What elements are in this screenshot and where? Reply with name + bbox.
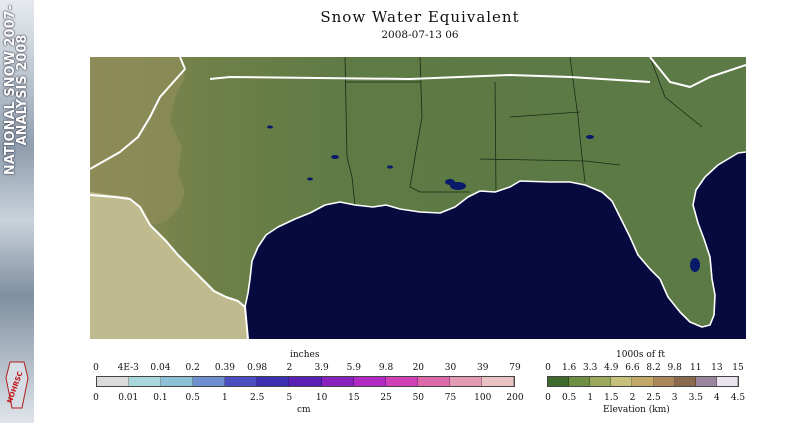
elev-bottom-unit: Elevation (km) — [603, 405, 670, 415]
swe-inch-tick: 3.9 — [314, 363, 329, 373]
swe-cm-tick: 5 — [286, 393, 293, 403]
elev-km-tick: 4.5 — [730, 393, 746, 403]
swe-inch-tick: 79 — [509, 363, 521, 373]
elev-swatch — [548, 377, 570, 386]
elev-feet-tick: 9.8 — [667, 363, 682, 373]
swe-swatch — [353, 377, 386, 386]
swe-cm-tick: 25 — [380, 393, 392, 403]
elev-feet-tick: 3.3 — [583, 363, 598, 373]
swe-top-unit: inches — [290, 350, 320, 360]
swe-cm-tick: 75 — [444, 393, 457, 403]
lakes — [267, 125, 700, 272]
elev-km-tick: 0 — [545, 393, 551, 403]
us-land — [90, 57, 746, 327]
elev-feet-tick: 15 — [732, 363, 744, 373]
swe-swatch — [257, 377, 290, 386]
swe-inch-tick: 4E-3 — [117, 363, 139, 373]
side-title-line2: ANALYSIS — [15, 75, 30, 146]
swe-cm-tick: 0.1 — [153, 393, 168, 403]
elev-swatch — [590, 377, 612, 386]
elev-km-tick: 3.5 — [688, 393, 703, 403]
west-texas-terrain — [90, 57, 185, 225]
side-banner-text: NATIONAL SNOW 2007- ANALYSIS 2008 — [3, 5, 30, 175]
elev-feet-tick: 11 — [690, 363, 702, 373]
swe-inch-tick: 0.2 — [185, 363, 200, 373]
elev-swatch — [653, 377, 675, 386]
swe-inch-tick: 39 — [477, 363, 489, 373]
elev-feet-tick: 6.6 — [625, 363, 640, 373]
swe-swatch — [481, 377, 515, 386]
elev-km-tick: 4 — [714, 393, 720, 403]
swe-swatch — [449, 377, 482, 386]
snow-map — [90, 57, 746, 339]
elev-swatch — [716, 377, 738, 386]
map-datetime: 2008-07-13 06 — [381, 29, 459, 41]
elev-swatch — [632, 377, 654, 386]
swe-swatch — [129, 377, 162, 386]
elev-feet-tick: 4.9 — [604, 363, 619, 373]
elev-swatch — [674, 377, 696, 386]
swe-swatch — [321, 377, 354, 386]
elev-km-tick: 0.5 — [561, 393, 577, 403]
year-line2: 2008 — [15, 34, 30, 71]
swe-inch-tick: 0.04 — [150, 363, 171, 373]
swe-cm-tick: 0.01 — [118, 393, 139, 403]
nohrsc-logo: NOHRSC — [5, 361, 29, 409]
swe-cm-tick: 15 — [348, 393, 360, 403]
state-lines — [344, 57, 703, 206]
swe-swatch — [97, 377, 130, 386]
elev-swatch — [695, 377, 717, 386]
elev-feet-tick: 0 — [545, 363, 551, 373]
elev-swatch — [569, 377, 591, 386]
swe-cm-tick: 100 — [474, 393, 492, 403]
elev-feet-tick: 1.6 — [561, 363, 577, 373]
swe-inch-tick: 2 — [286, 363, 293, 373]
swe-swatch — [289, 377, 322, 386]
elev-colorbar — [547, 376, 739, 387]
swe-cm-tick: 200 — [506, 393, 524, 403]
swe-inch-tick: 0.98 — [247, 363, 268, 373]
elev-feet-tick: 13 — [711, 363, 723, 373]
region-boundaries — [90, 57, 746, 339]
elev-swatch — [611, 377, 633, 386]
swe-cm-tick: 10 — [315, 393, 328, 403]
swe-inch-tick: 9.8 — [378, 363, 394, 373]
elev-km-tick: 1.5 — [604, 393, 619, 403]
swe-swatch — [193, 377, 226, 386]
swe-cm-tick: 0.5 — [185, 393, 200, 403]
elev-top-unit: 1000s of ft — [616, 350, 665, 360]
swe-swatch — [161, 377, 194, 386]
swe-inch-tick: 5.9 — [346, 363, 362, 373]
elev-km-tick: 2.5 — [646, 393, 661, 403]
elev-km-tick: 2 — [629, 393, 636, 403]
side-banner: NATIONAL SNOW 2007- ANALYSIS 2008 NOHRSC — [0, 0, 34, 423]
swe-inch-tick: 20 — [412, 363, 425, 373]
swe-cm-tick: 1 — [222, 393, 228, 403]
swe-inch-tick: 0.39 — [214, 363, 235, 373]
swe-swatch — [417, 377, 450, 386]
coastline — [244, 151, 746, 328]
swe-cm-tick: 50 — [412, 393, 425, 403]
swe-inch-tick: 30 — [444, 363, 457, 373]
swe-cm-tick: 2.5 — [249, 393, 265, 403]
swe-swatch — [385, 377, 418, 386]
elev-feet-tick: 8.2 — [646, 363, 661, 373]
swe-inch-tick: 0 — [93, 363, 99, 373]
map-title: Snow Water Equivalent — [320, 8, 520, 26]
swe-bottom-unit: cm — [297, 405, 311, 415]
elev-km-tick: 1 — [587, 393, 594, 403]
swe-cm-tick: 0 — [93, 393, 99, 403]
swe-colorbar — [96, 376, 515, 387]
elev-km-tick: 3 — [671, 393, 678, 403]
mexico-area — [90, 192, 248, 339]
swe-swatch — [225, 377, 258, 386]
